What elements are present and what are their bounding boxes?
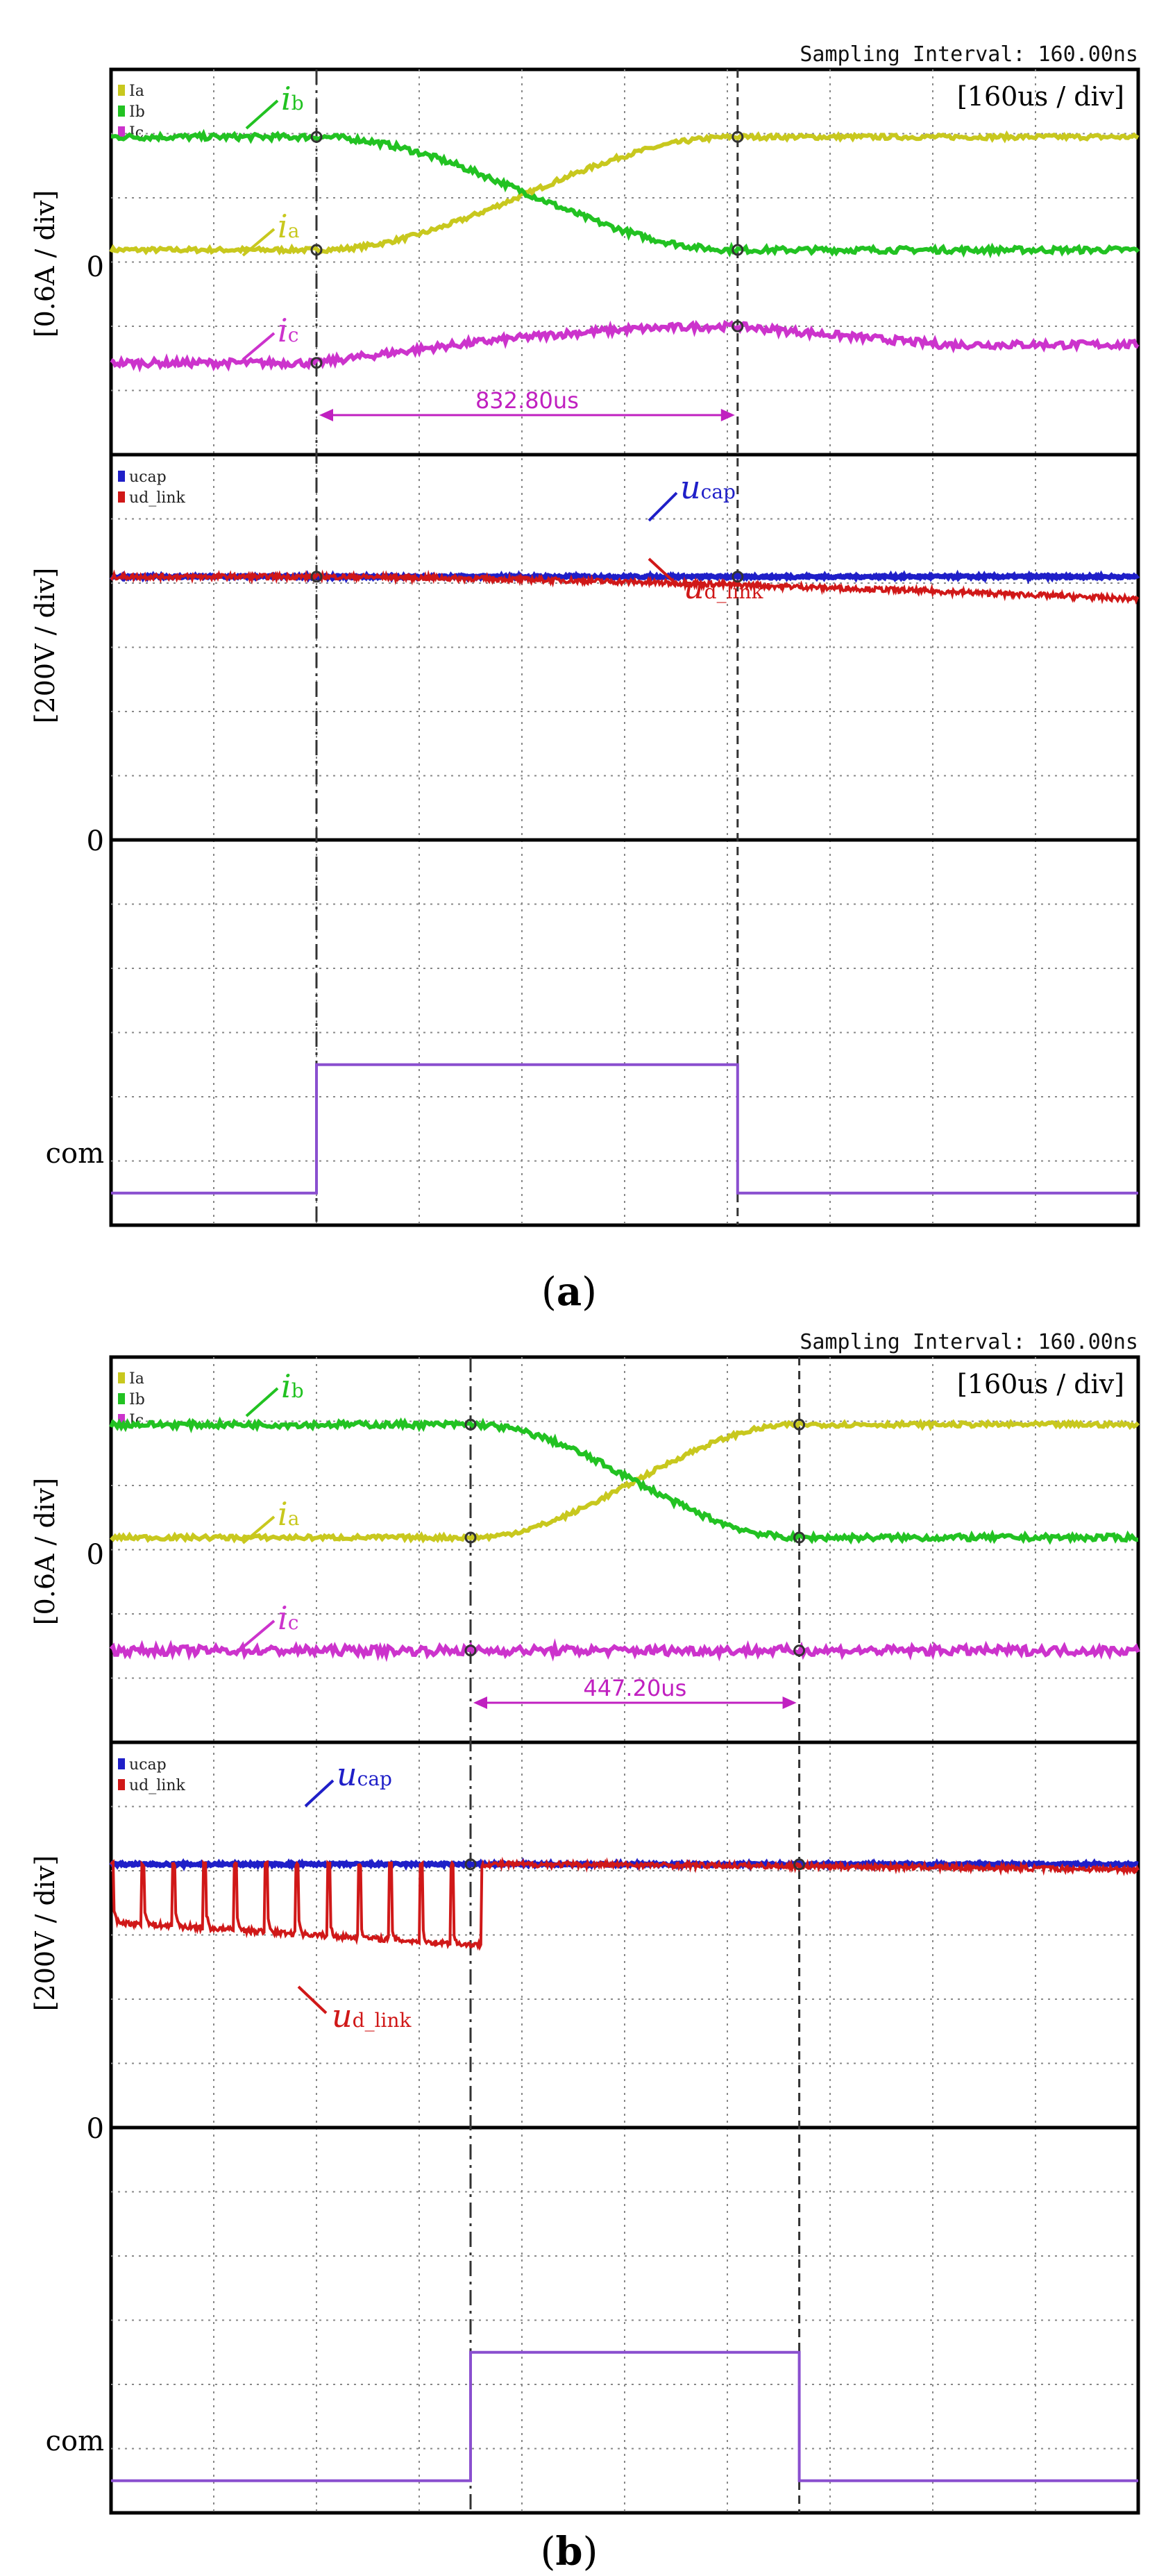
panel-a: Sampling Interval: 160.00ns [160us / div… bbox=[30, 42, 1140, 1315]
trace-ia bbox=[109, 130, 1140, 256]
arrow-ic-b bbox=[242, 1619, 276, 1649]
arrow-ic-a bbox=[242, 332, 276, 361]
legend-ucap-a: ucap bbox=[129, 469, 167, 486]
legend-udlink-b: ud_link bbox=[129, 1777, 185, 1794]
annot-ucap-a: ucap bbox=[680, 469, 736, 506]
cursor-marker-ic bbox=[732, 320, 744, 332]
sampling-interval-b: Sampling Interval: 160.00ns bbox=[800, 1330, 1138, 1354]
annot-ucap-b: ucap bbox=[337, 1756, 392, 1793]
duration-label-b: 447.20us bbox=[583, 1675, 686, 1701]
arrow-udlink-a bbox=[648, 557, 678, 586]
legend-swatch-ic-b bbox=[118, 1414, 125, 1425]
annot-udlink-b: ud_link bbox=[332, 1997, 412, 2035]
time-per-div-a: [160us / div] bbox=[957, 81, 1124, 112]
cursor-marker-voltage bbox=[310, 571, 323, 583]
voltage-axis-label-b: [200V / div] bbox=[30, 1855, 60, 2012]
duration-marker-b: 447.20us bbox=[473, 1675, 797, 1709]
caption-b: (b) bbox=[541, 2529, 598, 2575]
legend-swatch-ia-a bbox=[118, 85, 125, 96]
panel-b: Sampling Interval: 160.00ns [160us / div… bbox=[30, 1330, 1140, 2575]
annot-ia-b: ia bbox=[278, 1495, 299, 1533]
current-zero-label-a: 0 bbox=[87, 251, 104, 283]
current-zero-label-b: 0 bbox=[87, 1539, 104, 1571]
annot-udlink-a: ud_link bbox=[684, 569, 764, 606]
cursor-marker-ib bbox=[464, 1418, 477, 1431]
cursor-marker-voltage bbox=[732, 571, 744, 583]
trace-annotations-b: ib ia ic ucap ud_link bbox=[242, 1367, 412, 2035]
voltage-axis-label-a: [200V / div] bbox=[30, 568, 60, 724]
arrow-udlink-b bbox=[297, 1985, 328, 2014]
arrow-ucap-a bbox=[648, 491, 678, 522]
arrow-ia-b bbox=[242, 1515, 276, 1544]
legend-swatch-udlink-a bbox=[118, 491, 125, 503]
legend-swatch-ucap-a bbox=[118, 471, 125, 482]
voltage-zero-label-a: 0 bbox=[87, 825, 104, 857]
cursor-marker-ia bbox=[793, 1418, 806, 1431]
cursor-marker-ic bbox=[793, 1644, 806, 1657]
cursor-marker-ia bbox=[310, 244, 323, 256]
traces-b bbox=[109, 1357, 1140, 2513]
current-axis-label-a: [0.6A / div] bbox=[30, 190, 60, 337]
legend-ucap-b: ucap bbox=[129, 1756, 167, 1774]
traces-a bbox=[109, 69, 1140, 1225]
voltage-zero-label-b: 0 bbox=[87, 2113, 104, 2145]
legend-swatch-ucap-b bbox=[118, 1758, 125, 1769]
cursor-marker-ib bbox=[732, 244, 744, 256]
time-per-div-b: [160us / div] bbox=[957, 1369, 1124, 1399]
command-com-label-a: com bbox=[46, 1138, 104, 1170]
duration-label-a: 832.80us bbox=[475, 387, 579, 414]
legend-swatch-ia-b bbox=[118, 1372, 125, 1383]
current-legend-b: Ia Ib Ic bbox=[118, 1370, 145, 1429]
cursor-marker-ia bbox=[464, 1531, 477, 1544]
trace-ic bbox=[109, 1638, 1140, 1662]
sampling-interval-a: Sampling Interval: 160.00ns bbox=[800, 42, 1138, 67]
legend-swatch-ib-b bbox=[118, 1393, 125, 1404]
legend-ib-b: Ib bbox=[129, 1391, 145, 1408]
duration-marker-a: 832.80us bbox=[319, 387, 735, 421]
trace-ic bbox=[110, 319, 1140, 373]
cursor-marker-ia bbox=[732, 131, 744, 143]
arrow-ib-a bbox=[245, 99, 279, 130]
trace-ib bbox=[110, 128, 1140, 259]
cursor-marker-ib bbox=[310, 131, 323, 143]
cursor-marker-ic bbox=[464, 1644, 477, 1657]
trace-ib bbox=[109, 1416, 1139, 1545]
annot-ib-b: ib bbox=[281, 1367, 304, 1405]
current-legend-a: Ia Ib Ic bbox=[118, 83, 145, 142]
duration-arrowhead-left bbox=[473, 1697, 487, 1709]
legend-swatch-ic-a bbox=[118, 126, 125, 137]
trace-command bbox=[111, 1063, 1138, 1195]
annot-ic-b: ic bbox=[278, 1599, 298, 1637]
trace-ia bbox=[110, 1418, 1140, 1544]
arrow-ucap-b bbox=[304, 1779, 335, 1808]
cursor-marker-voltage bbox=[464, 1858, 477, 1871]
trace-annotations-a: ib ia ic ucap ud_link bbox=[242, 80, 764, 606]
legend-ib-a: Ib bbox=[129, 103, 145, 121]
current-axis-label-b: [0.6A / div] bbox=[30, 1478, 60, 1625]
caption-a: (a) bbox=[541, 1269, 597, 1315]
legend-udlink-a: ud_link bbox=[129, 489, 185, 507]
annot-ib-a: ib bbox=[281, 80, 304, 117]
duration-arrowhead-right bbox=[782, 1697, 797, 1709]
cursor-marker-ic bbox=[310, 357, 323, 369]
trace-ud_link bbox=[110, 1856, 1140, 1951]
legend-ia-a: Ia bbox=[129, 83, 144, 100]
cursor-marker-ib bbox=[793, 1531, 806, 1544]
voltage-legend-b: ucap ud_link bbox=[118, 1756, 185, 1794]
arrow-ia-a bbox=[242, 228, 276, 257]
annot-ia-a: ia bbox=[278, 208, 299, 245]
trace-command bbox=[111, 2350, 1138, 2482]
legend-ia-b: Ia bbox=[129, 1370, 144, 1388]
duration-arrowhead-left bbox=[319, 409, 333, 421]
voltage-legend-a: ucap ud_link bbox=[118, 469, 185, 507]
cursor-marker-voltage bbox=[793, 1858, 806, 1871]
duration-arrowhead-right bbox=[720, 409, 735, 421]
arrow-ib-b bbox=[245, 1387, 279, 1417]
command-com-label-b: com bbox=[46, 2425, 104, 2457]
legend-swatch-ib-a bbox=[118, 106, 125, 117]
legend-swatch-udlink-b bbox=[118, 1779, 125, 1790]
annot-ic-a: ic bbox=[278, 312, 298, 349]
trace-ud_link bbox=[110, 569, 1140, 605]
